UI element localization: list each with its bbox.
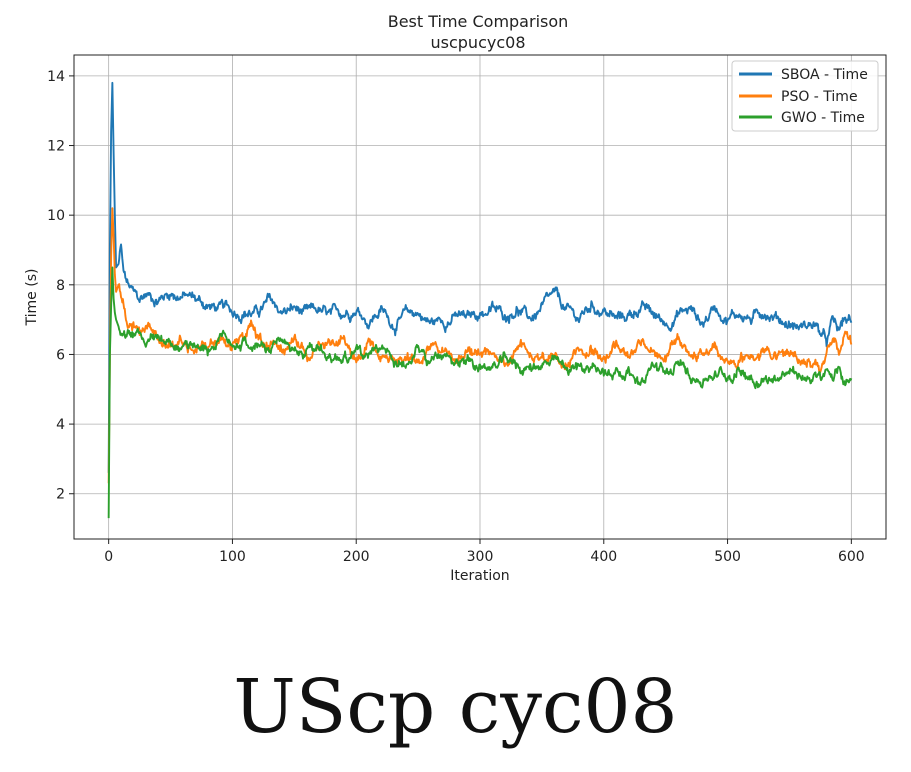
x-axis: 0 100 200 300 400 500 600 bbox=[104, 539, 865, 565]
x-tick-label: 300 bbox=[467, 549, 494, 565]
chart-subtitle: uscpucyc08 bbox=[431, 33, 526, 52]
legend: SBOA - Time PSO - Time GWO - Time bbox=[731, 60, 879, 132]
x-tick-label: 500 bbox=[714, 549, 741, 565]
x-tick-label: 100 bbox=[219, 549, 246, 565]
line-chart: 0 100 200 300 400 500 600 2 4 6 8 10 12 14 Best Time… bbox=[24, 12, 887, 584]
legend-label-gwo: GWO - Time bbox=[781, 110, 865, 126]
x-tick-label: 400 bbox=[590, 549, 617, 565]
y-tick-label: 12 bbox=[47, 139, 65, 155]
x-tick-label: 600 bbox=[838, 549, 865, 565]
x-axis-label: Iteration bbox=[450, 568, 509, 584]
legend-label-pso: PSO - Time bbox=[781, 89, 858, 105]
x-tick-label: 0 bbox=[104, 549, 113, 565]
y-axis-label: Time (s) bbox=[24, 269, 40, 327]
x-tick-label: 200 bbox=[343, 549, 370, 565]
legend-box bbox=[731, 60, 879, 132]
series-line-1 bbox=[107, 81, 853, 473]
legend-label-sboa: SBOA - Time bbox=[781, 67, 868, 83]
y-axis: 2 4 6 8 10 12 14 bbox=[47, 69, 74, 503]
y-tick-label: 6 bbox=[56, 347, 65, 363]
series-line-3 bbox=[107, 266, 853, 519]
y-tick-label: 4 bbox=[56, 417, 65, 433]
y-tick-label: 8 bbox=[56, 278, 65, 294]
y-tick-label: 2 bbox=[56, 487, 65, 503]
chart-title: Best Time Comparison bbox=[388, 12, 569, 31]
y-tick-label: 14 bbox=[47, 69, 65, 85]
caption: UScp cyc08 bbox=[233, 664, 678, 750]
y-tick-label: 10 bbox=[47, 208, 65, 224]
series-group bbox=[107, 81, 853, 519]
